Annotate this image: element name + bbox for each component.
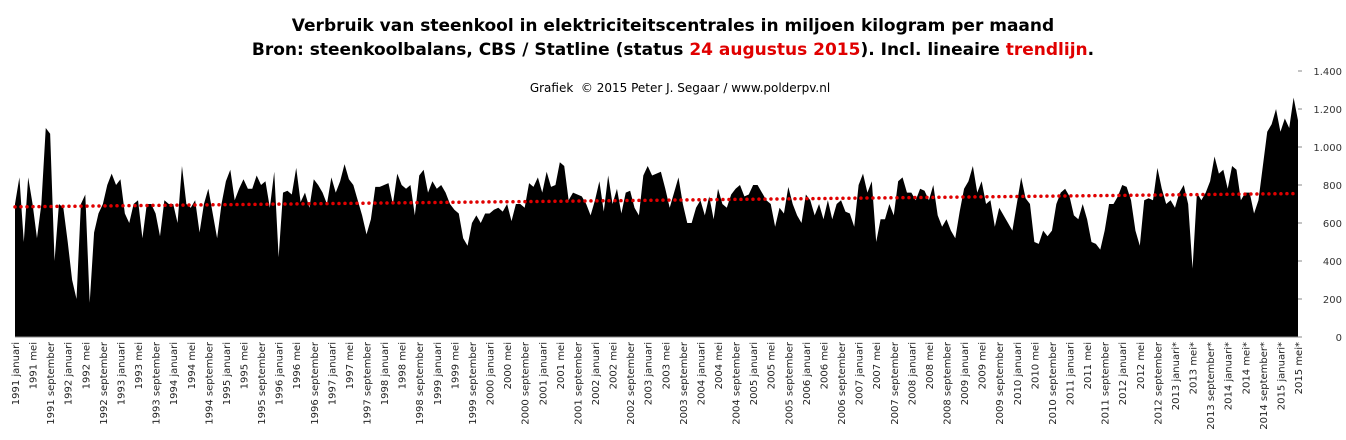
y-tick-label: 800 [1323, 181, 1342, 192]
x-tick-label: 2013 januari* [1171, 342, 1182, 410]
x-tick-label: 1994 januari [169, 342, 180, 405]
x-tick-label: 1995 september [257, 341, 268, 425]
subtitle-part: ). Incl. lineaire [860, 40, 1005, 60]
x-tick-label: 2010 september [1048, 341, 1059, 425]
x-tick-label: 1999 september [468, 341, 479, 425]
x-tick-label: 2012 januari [1118, 342, 1129, 405]
x-tick-label: 2006 mei [819, 342, 830, 389]
x-tick-label: 1992 september [99, 341, 110, 425]
x-tick-label: 2015 januari* [1276, 342, 1287, 410]
x-tick-label: 2005 januari [749, 342, 760, 405]
subtitle-part: trendlijn [1006, 40, 1088, 60]
x-tick-label: 1997 mei [345, 342, 356, 389]
x-tick-label: 1991 mei [29, 342, 40, 389]
x-tick-label: 1994 september [204, 341, 215, 425]
x-tick-label: 1998 mei [398, 342, 409, 389]
x-tick-label: 1996 januari [275, 342, 286, 405]
x-tick-label: 1997 september [363, 341, 374, 425]
x-tick-label: 2002 mei [609, 342, 620, 389]
chart-title: Verbruik van steenkool in elektriciteits… [292, 16, 1054, 36]
x-tick-label: 1998 januari [380, 342, 391, 405]
x-tick-label: 2011 september [1101, 341, 1112, 425]
chart-subtitle: Bron: steenkoolbalans, CBS / Statline (s… [252, 40, 1094, 60]
x-tick-label: 2012 september [1153, 341, 1164, 425]
x-tick-label: 2003 januari [644, 342, 655, 405]
x-tick-label: 2014 januari* [1224, 342, 1235, 410]
x-tick-label: 2015 mei* [1294, 342, 1305, 394]
x-tick-label: 2014 mei* [1241, 342, 1252, 394]
x-tick-label: 1994 mei [187, 342, 198, 389]
trendline [13, 191, 1300, 209]
x-tick-label: 1991 september [46, 341, 57, 425]
x-tick-label: 2009 september [995, 341, 1006, 425]
x-tick-label: 1993 september [152, 341, 163, 425]
y-tick-label: 1.200 [1313, 105, 1342, 116]
x-tick-label: 1992 mei [81, 342, 92, 389]
x-tick-label: 1996 september [310, 341, 321, 425]
y-tick-label: 1.400 [1313, 67, 1342, 78]
x-tick-label: 2000 januari [486, 342, 497, 405]
x-tick-label: 2005 september [784, 341, 795, 425]
x-tick-label: 1999 januari [433, 342, 444, 405]
x-tick-label: 2013 september* [1206, 342, 1217, 430]
x-tick-label: 2001 januari [538, 342, 549, 405]
x-tick-label: 2004 januari [696, 342, 707, 405]
x-tick-label: 2003 september [679, 341, 690, 425]
subtitle-part: . [1088, 40, 1094, 60]
x-tick-label: 2008 januari [907, 342, 918, 405]
y-tick-label: 600 [1323, 219, 1342, 230]
x-tick-label: 1999 mei [450, 342, 461, 389]
x-tick-label: 2009 mei [978, 342, 989, 389]
x-tick-label: 2000 september [521, 341, 532, 425]
x-tick-label: 2013 mei* [1189, 342, 1200, 394]
x-tick-label: 2004 mei [714, 342, 725, 389]
x-tick-label: 2010 mei [1030, 342, 1041, 389]
x-tick-label: 2010 januari [1013, 342, 1024, 405]
x-tick-label: 2000 mei [503, 342, 514, 389]
x-tick-label: 1995 mei [239, 342, 250, 389]
subtitle-part: 24 augustus 2015 [689, 40, 860, 60]
x-tick-label: 2012 mei [1136, 342, 1147, 389]
x-tick-label: 2007 mei [872, 342, 883, 389]
x-tick-label: 2002 september [626, 341, 637, 425]
y-tick-label: 200 [1323, 295, 1342, 306]
x-tick-label: 2014 september* [1259, 342, 1270, 430]
x-tick-label: 2006 januari [802, 342, 813, 405]
x-tick-label: 2006 september [837, 341, 848, 425]
x-tick-label: 1992 januari [64, 342, 75, 405]
y-tick-label: 1.000 [1313, 143, 1342, 154]
x-tick-label: 1993 mei [134, 342, 145, 389]
credit: Grafiek © 2015 Peter J. Segaar / www.pol… [530, 81, 830, 95]
x-tick-label: 2002 januari [591, 342, 602, 405]
x-tick-label: 2001 mei [556, 342, 567, 389]
x-tick-label: 2007 januari [855, 342, 866, 405]
y-tick-label: 0 [1336, 333, 1342, 344]
x-tick-label: 1993 januari [116, 342, 127, 405]
x-tick-label: 2009 januari [960, 342, 971, 405]
x-tick-label: 2003 mei [661, 342, 672, 389]
x-tick-label: 2011 mei [1083, 342, 1094, 389]
area [15, 97, 1298, 337]
x-tick-label: 2008 september [942, 341, 953, 425]
x-tick-label: 1996 mei [292, 342, 303, 389]
x-tick-label: 2001 september [573, 341, 584, 425]
y-tick-label: 400 [1323, 257, 1342, 268]
x-tick-label: 1998 september [415, 341, 426, 425]
subtitle-part: Bron: steenkoolbalans, CBS / Statline (s… [252, 40, 689, 60]
x-tick-label: 2007 september [890, 341, 901, 425]
x-tick-label: 2005 mei [767, 342, 778, 389]
x-tick-label: 2004 september [732, 341, 743, 425]
x-tick-label: 1997 januari [327, 342, 338, 405]
x-tick-label: 1991 januari [11, 342, 22, 405]
x-tick-label: 1995 januari [222, 342, 233, 405]
x-tick-label: 2011 januari [1066, 342, 1077, 405]
x-tick-label: 2008 mei [925, 342, 936, 389]
